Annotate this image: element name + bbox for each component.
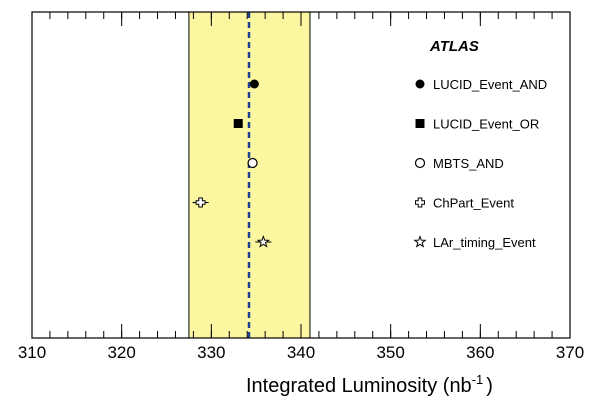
data-point-lar-timing-event — [256, 235, 270, 248]
legend-label: MBTS_AND — [433, 156, 504, 171]
x-axis-title-superscript: -1 — [472, 372, 484, 387]
x-tick-label: 320 — [107, 343, 135, 362]
x-tick-label: 350 — [376, 343, 404, 362]
legend-label: ChPart_Event — [433, 196, 514, 211]
legend-marker-lucid-event-and — [415, 79, 425, 89]
data-point-chpart-event — [195, 197, 206, 208]
legend-marker-mbts-and — [414, 157, 426, 169]
x-tick-label: 340 — [287, 343, 315, 362]
x-axis-title-main: Integrated Luminosity (nb — [246, 375, 472, 397]
data-point-lucid-event-or — [233, 119, 243, 128]
x-tick-labels: 310 320 330 340 350 360 370 — [18, 343, 584, 362]
x-tick-label: 330 — [197, 343, 225, 362]
chart-title: ATLAS — [429, 38, 479, 55]
x-axis-title-suffix: ) — [486, 375, 493, 397]
x-axis-title: Integrated Luminosity (nb-1) — [246, 372, 493, 397]
legend-label: LUCID_Event_AND — [433, 77, 547, 92]
plot-frame — [31, 11, 571, 339]
legend-marker-lucid-event-or — [415, 119, 425, 128]
data-points — [192, 79, 272, 248]
data-point-lucid-event-and — [249, 79, 259, 89]
x-tick-label: 370 — [556, 343, 584, 362]
x-tick-label: 360 — [466, 343, 494, 362]
data-point-mbts-and — [247, 157, 258, 169]
legend-label: LAr_timing_Event — [433, 235, 536, 250]
legend-marker-chpart-event — [415, 197, 425, 208]
legend-label: LUCID_Event_OR — [433, 117, 539, 132]
legend: LUCID_Event_AND LUCID_Event_OR MBTS_AND ChP… — [413, 77, 547, 250]
legend-marker-lar-timing-event — [413, 235, 427, 248]
x-tick-label: 310 — [18, 343, 46, 362]
